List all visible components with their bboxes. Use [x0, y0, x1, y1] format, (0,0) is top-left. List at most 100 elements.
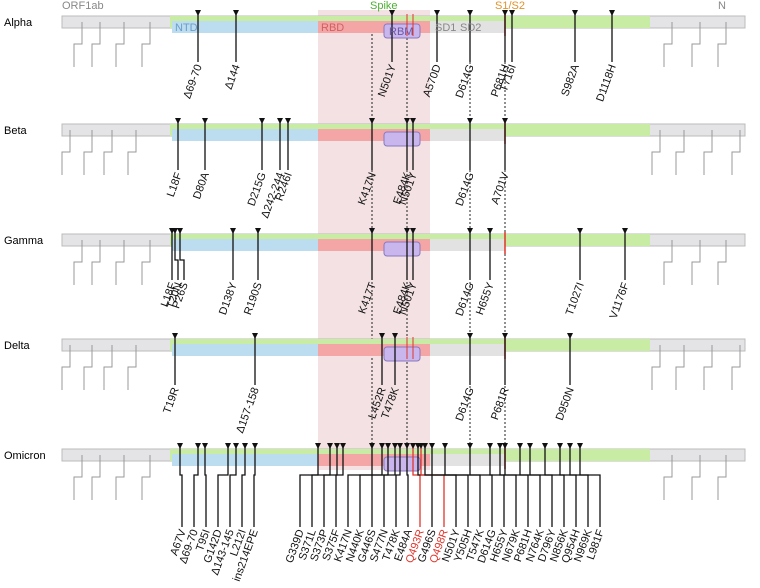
mutation-stem: [395, 445, 401, 527]
mutation-label: H655Y: [474, 280, 497, 316]
mutation-marker: [202, 443, 208, 449]
gene-stem: [83, 130, 93, 175]
mutation-stem: [253, 445, 256, 527]
rbm-domain: [383, 456, 421, 472]
mutation-marker: [572, 10, 578, 16]
mutation-marker: [175, 118, 181, 124]
mutation-stem: [529, 445, 553, 527]
mutation-marker: [255, 228, 261, 234]
variant-name: Gamma: [4, 235, 44, 247]
mutation-label: Δ144: [223, 63, 243, 91]
gene-stem: [115, 22, 125, 67]
mutation-marker: [502, 118, 508, 124]
ntd-label: NTD: [175, 22, 198, 34]
mutation-marker: [434, 10, 440, 16]
mutation-marker: [379, 333, 385, 339]
gene-stem: [675, 130, 685, 175]
mutation-marker: [467, 118, 473, 124]
mutation-marker: [410, 228, 416, 234]
mutation-marker: [385, 443, 391, 449]
mutation-marker: [389, 10, 395, 16]
gene-stem: [73, 240, 83, 285]
gene-stem: [91, 455, 101, 500]
gene-stem: [651, 130, 661, 175]
rbm-label: RBM: [389, 26, 413, 38]
mutation-stem: [359, 445, 383, 527]
mutation-label: T1027I: [564, 281, 587, 317]
mutation-marker: [195, 443, 201, 449]
mutation-stem: [311, 445, 331, 527]
gene-stem: [663, 455, 673, 500]
mutation-marker: [315, 443, 321, 449]
sd-domain: [430, 21, 505, 33]
gene-stem: [91, 240, 101, 285]
mutation-marker: [369, 443, 375, 449]
mutation-label: D614G: [454, 63, 477, 100]
s1s2-label: S1/S2: [495, 0, 525, 12]
mutation-marker: [277, 118, 283, 124]
mutation-label: L18F: [165, 171, 185, 199]
gene-stem: [731, 345, 741, 390]
mutation-label: D614G: [454, 386, 477, 423]
mutation-label: A701V: [489, 170, 512, 206]
mutation-marker: [487, 443, 493, 449]
mutation-stem: [323, 445, 338, 527]
ntd-domain: [172, 344, 318, 356]
mutation-marker: [467, 10, 473, 16]
sd2-label: SD2: [460, 22, 481, 34]
mutation-marker: [177, 443, 183, 449]
variant-name: Alpha: [4, 17, 33, 29]
mutation-marker: [497, 443, 503, 449]
gene-stem: [717, 22, 727, 67]
mutation-marker: [233, 443, 239, 449]
mutation-marker: [195, 10, 201, 16]
mutation-stem: [444, 445, 481, 527]
mutation-marker: [285, 118, 291, 124]
mutation-marker: [467, 228, 473, 234]
mutation-marker: [517, 443, 523, 449]
mutation-marker: [259, 118, 265, 124]
mutation-stem: [469, 445, 493, 527]
mutation-stem: [489, 445, 505, 527]
mutation-marker: [577, 228, 583, 234]
mutation-stem: [299, 445, 319, 527]
mutation-stem: [174, 230, 179, 280]
mutation-marker: [502, 10, 508, 16]
mutation-marker: [609, 10, 615, 16]
mutation-marker: [502, 443, 508, 449]
mutation-marker: [404, 118, 410, 124]
mutation-stem: [204, 445, 207, 527]
mutation-marker: [252, 443, 258, 449]
mutation-stem: [241, 445, 246, 527]
gene-stem: [703, 345, 713, 390]
mutation-marker: [172, 333, 178, 339]
ntd-domain: [172, 21, 318, 33]
mutation-label: D1118H: [594, 63, 619, 104]
mutation-marker: [392, 333, 398, 339]
mutation-marker: [622, 228, 628, 234]
rbm-domain: [383, 241, 421, 257]
mutation-marker: [567, 443, 573, 449]
mutation-marker: [230, 228, 236, 234]
variant-name: Beta: [4, 125, 28, 137]
ntd-domain: [172, 239, 318, 251]
mutation-stem: [504, 445, 529, 527]
rbm-domain: [383, 346, 421, 362]
variant-name: Omicron: [4, 450, 46, 462]
gene-stem: [83, 345, 93, 390]
mutation-label: D80A: [191, 170, 212, 201]
mutation-marker: [467, 333, 473, 339]
mutation-marker: [542, 443, 548, 449]
mutation-marker: [509, 10, 515, 16]
gene-stem: [141, 455, 151, 500]
gene-stem: [663, 22, 673, 67]
mutation-label: T19R: [161, 386, 181, 415]
mutation-stem: [569, 445, 589, 527]
mutation-label: D138Y: [217, 280, 240, 316]
mutation-stem: [371, 445, 389, 527]
rbd-label: RBD: [321, 22, 344, 34]
mutation-marker: [327, 443, 333, 449]
mutation-marker: [429, 443, 435, 449]
gene-stem: [731, 130, 741, 175]
mutation-marker: [502, 333, 508, 339]
